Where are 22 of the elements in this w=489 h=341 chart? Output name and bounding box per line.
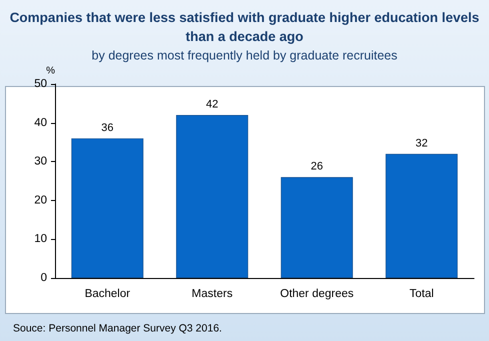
y-tick-label: 30 (34, 156, 47, 168)
bar (280, 177, 353, 278)
y-tick-label: 20 (34, 194, 47, 206)
data-label: 32 (416, 137, 428, 150)
data-label: 36 (101, 122, 114, 134)
y-tick-label: 10 (34, 233, 47, 246)
bar (386, 154, 458, 278)
chart-title: Companies that were less satisfied with graduate higher education levels than a decade ago (10, 10, 480, 44)
y-tick-label: 50 (34, 78, 47, 90)
bar (176, 115, 248, 278)
y-axis-title: % (46, 66, 56, 76)
y-tick-label: 0 (40, 272, 47, 284)
chart-subtitle: by degrees most frequently held by graduate recruitees (92, 48, 398, 62)
x-tick-label: Other degrees (280, 288, 354, 300)
data-label: 42 (206, 98, 218, 111)
bar (71, 138, 144, 278)
x-tick-label: Bachelor (84, 288, 130, 300)
text: Souce: Personnel Manager Survey Q3 2016. (13, 322, 222, 334)
data-label: 26 (310, 160, 323, 173)
x-tick-label: Total (409, 288, 434, 300)
x-tick-label: Masters (192, 288, 233, 300)
y-tick-label: 40 (34, 116, 47, 129)
